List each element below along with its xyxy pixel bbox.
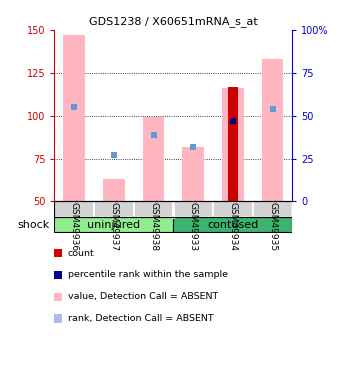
Point [270,106,275,112]
Point [190,144,196,150]
Text: GSM49933: GSM49933 [189,202,198,251]
Text: GSM49936: GSM49936 [70,202,79,251]
Text: GSM49935: GSM49935 [268,202,277,251]
Title: GDS1238 / X60651mRNA_s_at: GDS1238 / X60651mRNA_s_at [89,16,258,27]
Text: GSM49934: GSM49934 [228,202,237,251]
Text: shock: shock [17,220,50,230]
FancyBboxPatch shape [54,201,94,217]
Bar [262,59,284,201]
Point [151,132,156,138]
Bar [63,35,85,201]
Point [230,118,236,124]
Point [111,152,117,158]
Bar [182,147,204,201]
FancyBboxPatch shape [213,201,253,217]
FancyBboxPatch shape [54,217,173,232]
Text: GSM49937: GSM49937 [109,202,118,251]
FancyBboxPatch shape [173,201,213,217]
Bar [222,88,244,201]
FancyBboxPatch shape [94,201,134,217]
Point [71,104,77,110]
Bar [228,87,238,201]
Text: value, Detection Call = ABSENT: value, Detection Call = ABSENT [68,292,218,301]
Text: GSM49938: GSM49938 [149,202,158,251]
FancyBboxPatch shape [134,201,173,217]
Text: percentile rank within the sample: percentile rank within the sample [68,270,228,279]
Text: contused: contused [207,220,258,230]
Bar [143,117,165,201]
FancyBboxPatch shape [173,217,292,232]
FancyBboxPatch shape [253,201,292,217]
Text: uninjured: uninjured [87,220,140,230]
Bar [103,179,125,201]
Text: count: count [68,249,95,258]
Text: rank, Detection Call = ABSENT: rank, Detection Call = ABSENT [68,314,214,323]
